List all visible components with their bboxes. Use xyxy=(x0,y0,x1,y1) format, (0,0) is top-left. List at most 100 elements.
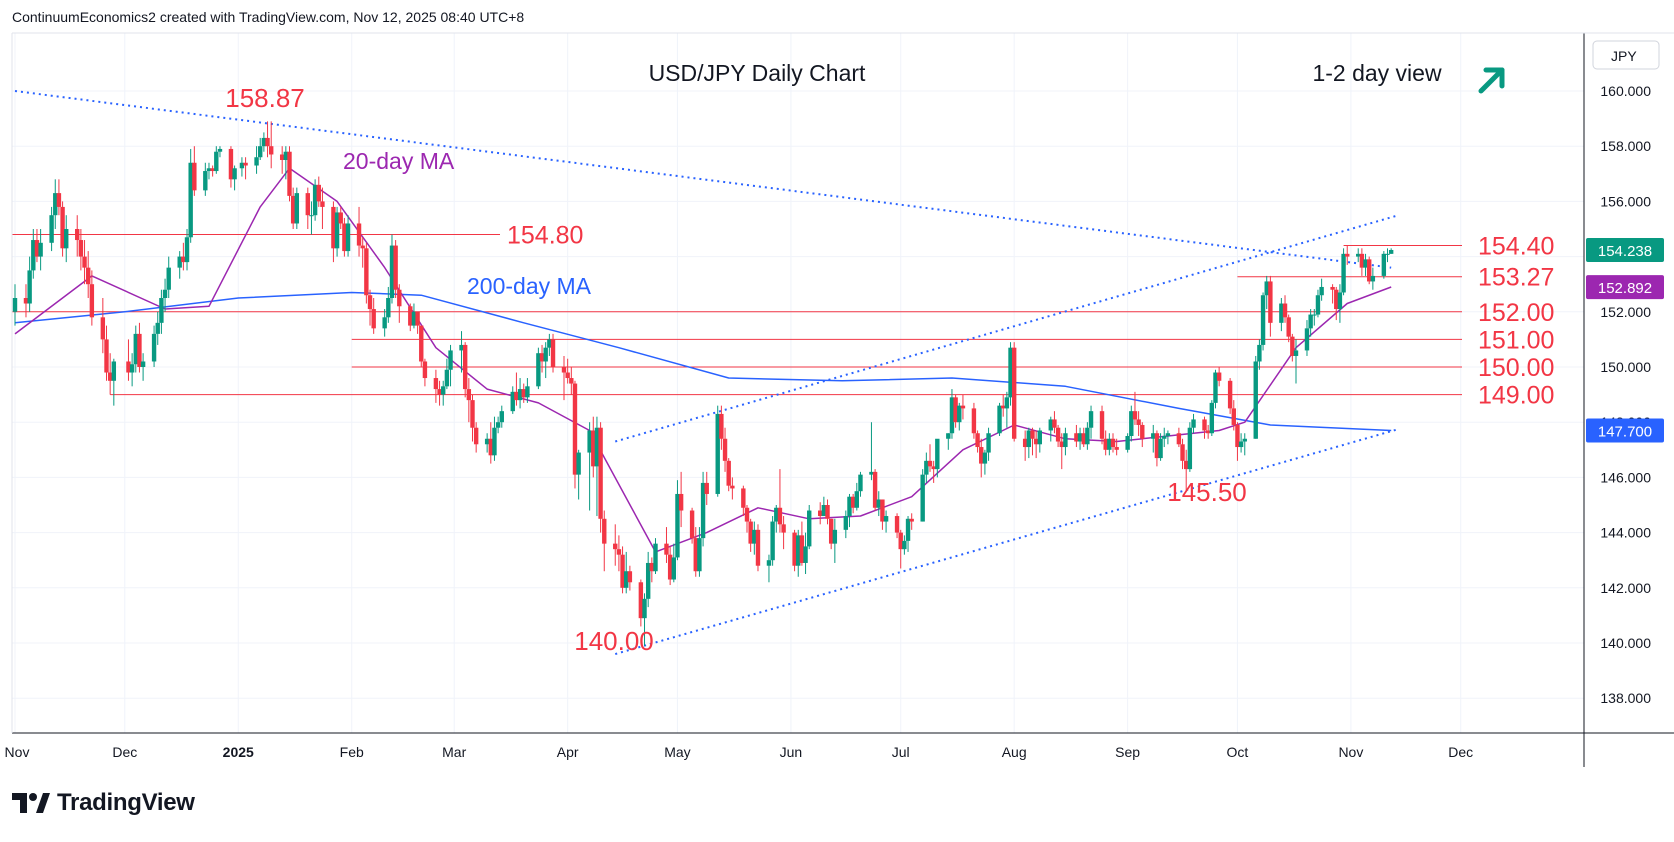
candle xyxy=(437,380,442,406)
candle xyxy=(269,121,274,169)
candle xyxy=(1216,367,1222,387)
candle xyxy=(1154,430,1160,467)
candle xyxy=(565,358,570,384)
candle-body xyxy=(1037,430,1042,445)
candle-body xyxy=(1359,253,1365,268)
candle xyxy=(704,471,709,505)
candle-body xyxy=(53,193,58,216)
candle-body xyxy=(905,518,911,541)
candle-body xyxy=(953,397,958,423)
candle-body xyxy=(448,350,453,370)
candle-body xyxy=(1099,411,1105,439)
annotation-label: 20-day MA xyxy=(343,148,455,174)
candle-body xyxy=(799,535,805,563)
candle xyxy=(777,469,783,533)
candle xyxy=(1367,256,1372,285)
price-tag-text: 152.892 xyxy=(1598,280,1652,297)
candle-body xyxy=(704,482,709,494)
x-tick-label: 2025 xyxy=(223,744,254,760)
candle-body xyxy=(294,193,300,224)
candle xyxy=(1048,416,1053,442)
currency-text: JPY xyxy=(1611,48,1637,64)
candle xyxy=(931,460,936,483)
candle xyxy=(1059,433,1064,470)
level-label: 150.00 xyxy=(1478,354,1554,382)
candle xyxy=(320,187,325,229)
candle-body xyxy=(547,339,552,348)
y-tick-label: 150.000 xyxy=(1600,359,1651,375)
candle xyxy=(766,554,772,583)
candle-body xyxy=(1088,411,1094,428)
candle-body xyxy=(741,488,746,508)
candle-body xyxy=(517,389,523,401)
candle xyxy=(799,521,805,566)
candle xyxy=(389,234,395,304)
candle-body xyxy=(627,571,633,583)
candle xyxy=(1308,309,1313,337)
candle xyxy=(1103,430,1108,456)
candle-body xyxy=(510,391,515,412)
candle-body xyxy=(56,193,62,207)
y-tick-label: 146.000 xyxy=(1600,469,1651,485)
candle xyxy=(1026,427,1032,459)
candle xyxy=(203,162,208,196)
candle xyxy=(1363,253,1368,276)
candle xyxy=(214,146,219,174)
candle xyxy=(924,452,929,483)
candle-body xyxy=(602,518,607,544)
candle xyxy=(752,521,757,555)
candle xyxy=(539,344,545,373)
candle xyxy=(470,394,475,442)
candle-body xyxy=(228,148,234,180)
candle xyxy=(858,471,863,497)
candle xyxy=(1063,427,1068,456)
candle xyxy=(850,493,856,514)
candle-body xyxy=(850,496,856,508)
candle xyxy=(473,422,479,453)
candle xyxy=(986,427,991,461)
candle xyxy=(1184,449,1189,492)
candle-body xyxy=(243,162,248,166)
candle xyxy=(898,529,903,569)
y-tick-label: 152.000 xyxy=(1600,304,1651,320)
candle xyxy=(1290,333,1295,362)
candle xyxy=(521,383,526,403)
candle-body xyxy=(364,248,369,296)
candle xyxy=(1110,433,1116,453)
candle-body xyxy=(697,538,702,572)
candle xyxy=(60,201,65,257)
x-tick-label: Feb xyxy=(340,744,364,760)
candle xyxy=(290,187,296,229)
candle xyxy=(367,289,373,326)
candle xyxy=(1129,405,1134,442)
candle xyxy=(75,215,80,257)
candle xyxy=(64,215,69,263)
candle-body xyxy=(473,427,479,445)
candle xyxy=(620,546,625,594)
candle xyxy=(1359,248,1365,276)
candle-body xyxy=(752,529,757,544)
candle xyxy=(957,402,962,431)
candle-body xyxy=(484,438,490,445)
candle xyxy=(927,444,933,472)
candle-body xyxy=(444,369,450,387)
candle xyxy=(1107,433,1112,456)
candle-body xyxy=(1356,253,1361,257)
candle-body xyxy=(1370,275,1376,282)
candle-body xyxy=(466,389,472,401)
candle xyxy=(645,551,651,608)
candle-body xyxy=(1191,419,1196,428)
candle-body xyxy=(1319,286,1324,296)
candle-body xyxy=(1085,427,1090,445)
candle xyxy=(371,298,376,334)
candle-body xyxy=(389,245,395,298)
candle xyxy=(920,469,925,522)
candle-body xyxy=(898,532,903,550)
candle-body xyxy=(1264,281,1269,296)
candle xyxy=(1304,320,1310,356)
candle xyxy=(1337,284,1343,323)
candle-body xyxy=(1388,249,1394,254)
candle-body xyxy=(386,298,391,318)
candle-body xyxy=(539,353,545,362)
